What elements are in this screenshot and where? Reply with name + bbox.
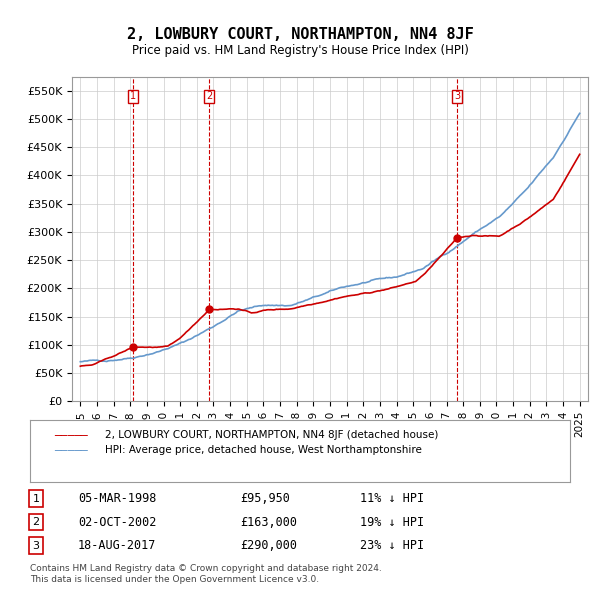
Text: 1: 1 — [32, 494, 40, 503]
Text: 18-AUG-2017: 18-AUG-2017 — [78, 539, 157, 552]
Text: £290,000: £290,000 — [240, 539, 297, 552]
Text: Contains HM Land Registry data © Crown copyright and database right 2024.: Contains HM Land Registry data © Crown c… — [30, 565, 382, 573]
Text: 2, LOWBURY COURT, NORTHAMPTON, NN4 8JF (detached house): 2, LOWBURY COURT, NORTHAMPTON, NN4 8JF (… — [105, 430, 439, 440]
Text: 02-OCT-2002: 02-OCT-2002 — [78, 516, 157, 529]
Text: 23% ↓ HPI: 23% ↓ HPI — [360, 539, 424, 552]
Text: 3: 3 — [454, 91, 460, 101]
Text: ─────: ───── — [54, 445, 88, 454]
Text: 2: 2 — [32, 517, 40, 527]
Text: HPI: Average price, detached house, West Northamptonshire: HPI: Average price, detached house, West… — [105, 445, 422, 454]
Text: 2: 2 — [206, 91, 212, 101]
Text: 11% ↓ HPI: 11% ↓ HPI — [360, 492, 424, 505]
Text: £95,950: £95,950 — [240, 492, 290, 505]
Text: 2, LOWBURY COURT, NORTHAMPTON, NN4 8JF: 2, LOWBURY COURT, NORTHAMPTON, NN4 8JF — [127, 27, 473, 41]
Text: £163,000: £163,000 — [240, 516, 297, 529]
Text: 05-MAR-1998: 05-MAR-1998 — [78, 492, 157, 505]
Text: This data is licensed under the Open Government Licence v3.0.: This data is licensed under the Open Gov… — [30, 575, 319, 584]
Text: 1: 1 — [130, 91, 136, 101]
Text: ─────: ───── — [54, 430, 88, 440]
Text: Price paid vs. HM Land Registry's House Price Index (HPI): Price paid vs. HM Land Registry's House … — [131, 44, 469, 57]
Text: 3: 3 — [32, 541, 40, 550]
Text: 19% ↓ HPI: 19% ↓ HPI — [360, 516, 424, 529]
